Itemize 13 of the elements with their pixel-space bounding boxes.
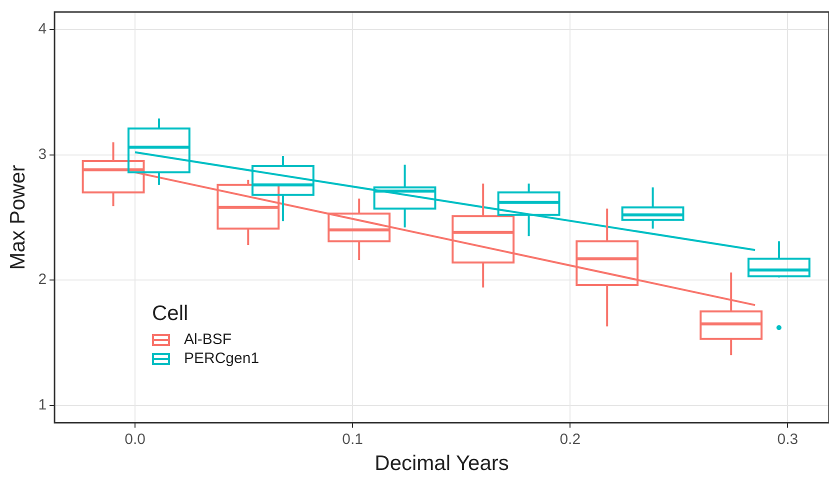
y-tick-label: 1 [38,396,47,414]
x-tick-label: 0.0 [124,430,146,448]
legend-label: PERCgen1 [184,350,260,367]
x-tick-label: 0.2 [560,430,581,448]
x-tick-label: 0.1 [342,430,364,448]
y-tick-label: 2 [38,271,47,288]
legend-label: Al-BSF [184,331,232,348]
y-tick-label: 3 [38,146,47,163]
y-tick-label: 4 [38,20,47,38]
legend-title: Cell [152,302,190,326]
y-axis-title: Max Power [6,164,30,270]
x-tick-label: 0.3 [777,430,798,448]
x-axis-title: Decimal Years [374,452,509,476]
